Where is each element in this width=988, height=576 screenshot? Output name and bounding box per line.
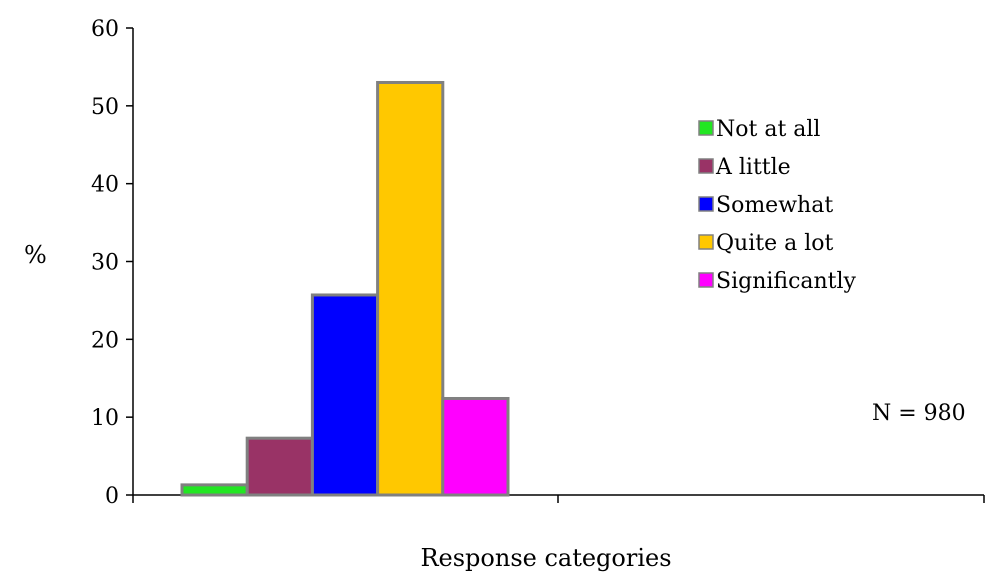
legend-label: A little: [715, 155, 791, 180]
bar: [180, 483, 249, 497]
legend-label: Somewhat: [716, 193, 833, 218]
bar: [310, 293, 380, 497]
legend-swatch: [698, 120, 714, 136]
bar: [245, 436, 314, 497]
legend-label: Quite a lot: [716, 231, 833, 256]
y-tick-label: 50: [91, 95, 119, 120]
sample-size-annotation: N = 980: [872, 401, 966, 426]
y-tick-label: 40: [91, 173, 119, 198]
y-tick-label: 10: [91, 406, 119, 431]
y-axis: 0 10 20 30 40 50 60: [91, 17, 134, 509]
bars: [180, 80, 510, 497]
legend-label: Not at all: [716, 117, 820, 142]
legend-swatch: [698, 234, 714, 250]
legend-label: Significantly: [716, 269, 857, 294]
y-tick-label: 30: [91, 251, 119, 276]
legend: Not at all A little Somewhat Quite a lot Sig…: [698, 117, 857, 294]
legend-swatch: [698, 158, 714, 174]
bar: [376, 80, 445, 497]
y-axis-label: %: [24, 241, 47, 269]
y-tick-label: 0: [105, 484, 119, 509]
bar: [441, 396, 510, 497]
x-axis-label: Response categories: [420, 544, 671, 572]
legend-swatch: [698, 272, 714, 288]
y-tick-label: 20: [91, 328, 119, 353]
legend-swatch: [698, 196, 714, 212]
y-tick-label: 60: [91, 17, 119, 42]
